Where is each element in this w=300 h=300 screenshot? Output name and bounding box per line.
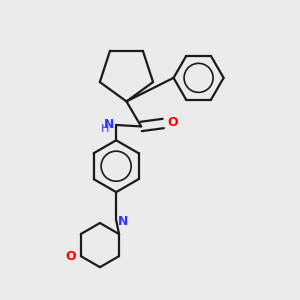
Text: O: O [66, 250, 76, 262]
Text: N: N [103, 118, 114, 131]
Text: N: N [118, 215, 128, 228]
Text: H: H [101, 124, 110, 134]
Text: O: O [167, 116, 178, 128]
